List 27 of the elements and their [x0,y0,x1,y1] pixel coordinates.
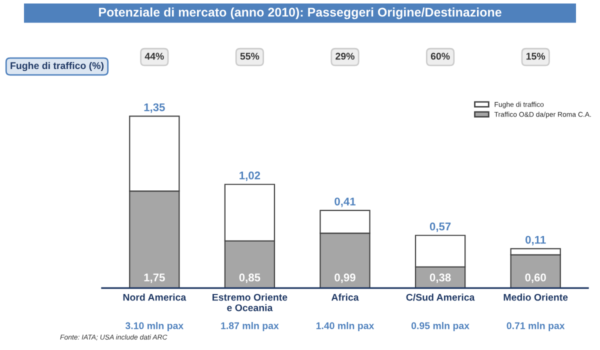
text: 29% [336,52,354,60]
text: 1.40 mln pax [316,322,374,332]
x-tick-label: Africa [331,294,359,301]
text: 44% [144,52,164,60]
x-tick-label: Medio Oriente [504,294,568,301]
x-tick-label: Nord America [123,294,186,301]
text: 55% [240,52,260,60]
text: 0.71 mln pax [506,322,565,332]
text: Fughe di traffico (%) [10,62,104,72]
data-label: 1,75 [144,274,165,284]
x-tick-label: Estremo Oriente e Oceania [212,294,288,312]
text: 3.10 mln pax [125,322,184,332]
text: 15% [526,52,546,60]
chart-title: Potenziale di mercato (anno 2010): Passeggeri Origine/Destinazione [99,7,502,20]
data-label: 1,35 [144,103,165,113]
x-tick-label: C/Sud America [406,294,475,301]
text: 0.95 mln pax [412,322,470,332]
data-label: 0,38 [430,274,451,284]
data-label: 0,60 [525,274,546,284]
data-label: 0,41 [334,198,356,208]
text: 1.87 mln pax [221,322,279,332]
data-label: 0,99 [334,274,356,284]
data-label: 0,11 [526,236,546,246]
data-label: 0,85 [239,274,260,284]
data-label: 0,57 [430,222,451,232]
text: 60% [430,52,450,60]
data-label: 1,02 [240,172,260,182]
